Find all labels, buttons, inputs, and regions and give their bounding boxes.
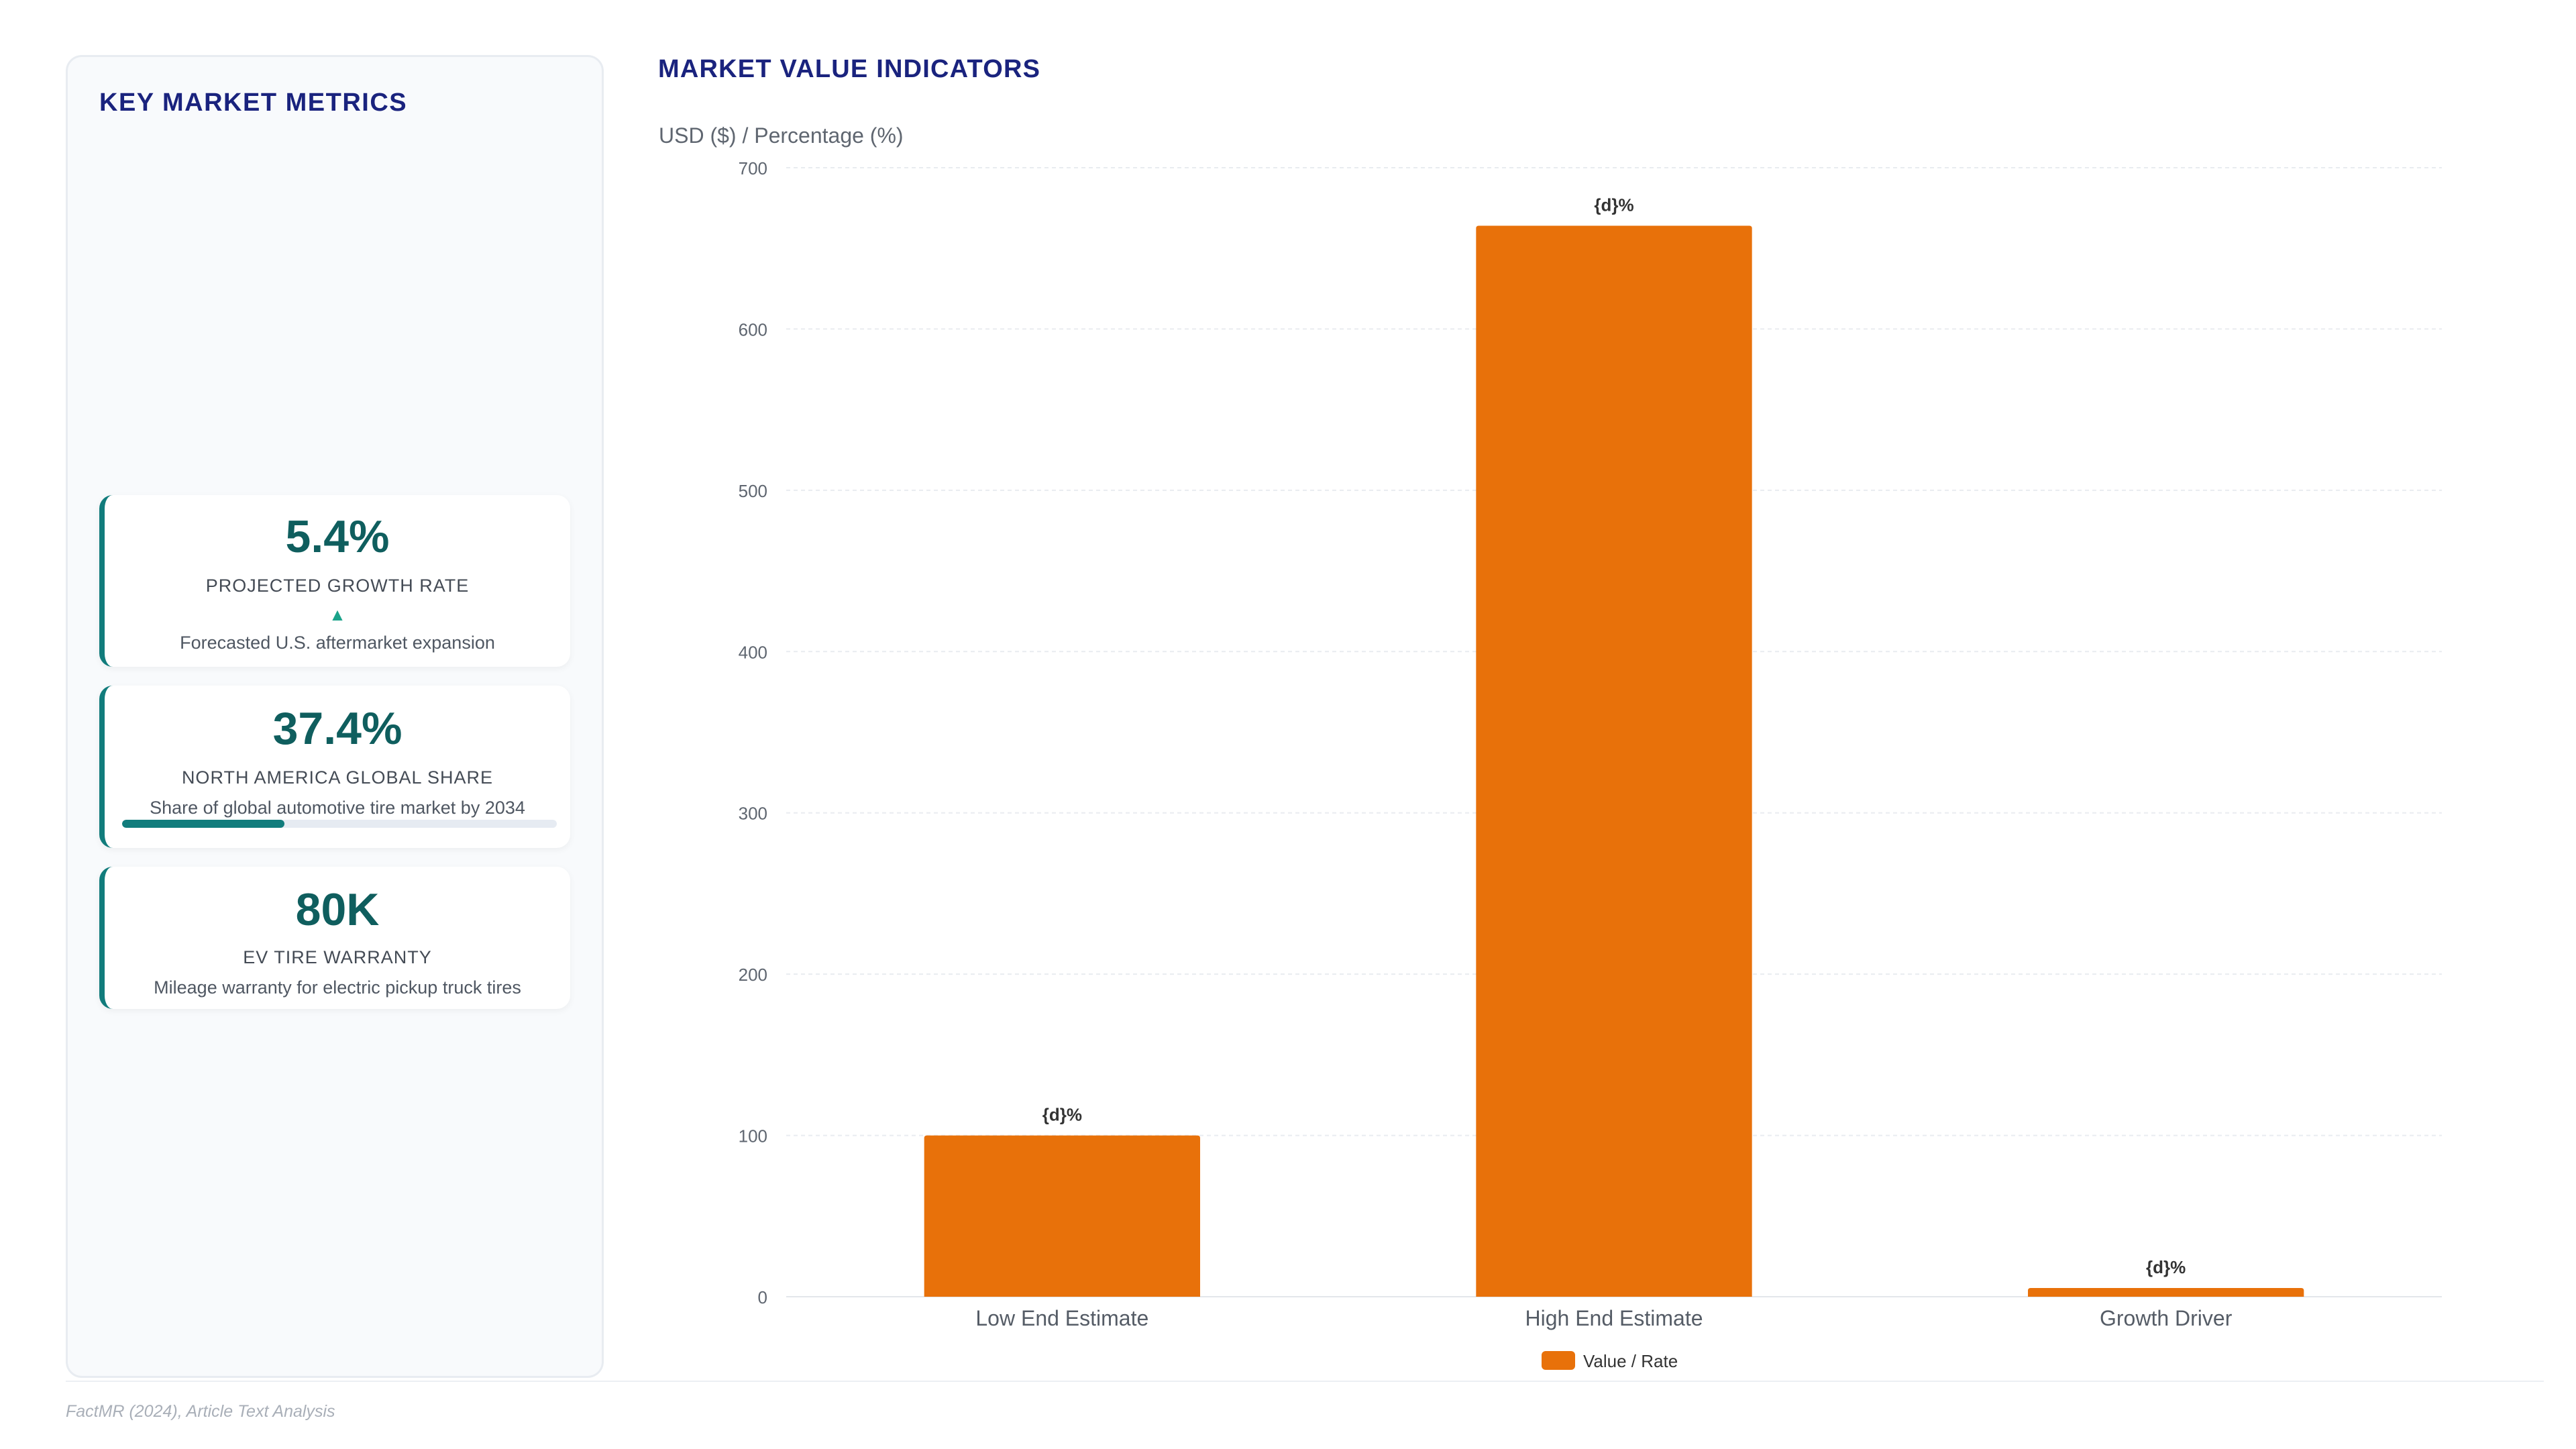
y-axis-title: USD ($) / Percentage (%) [659,123,904,148]
y-tick-label: 700 [739,158,767,178]
metric-label: EV TIRE WARRANTY [243,947,432,967]
x-tick-label: Growth Driver [2100,1306,2233,1330]
y-tick-label: 100 [739,1126,767,1146]
share-progress-fill [122,820,285,828]
metric-value: 5.4% [285,511,390,562]
metric-value: 37.4% [272,703,402,754]
y-tick-label: 400 [739,642,767,662]
y-tick-label: 300 [739,804,767,824]
y-tick-label: 200 [739,965,767,985]
legend-swatch [1542,1351,1575,1370]
metric-label: NORTH AMERICA GLOBAL SHARE [181,767,494,788]
metric-description: Mileage warranty for electric pickup tru… [154,977,521,998]
legend-label: Value / Rate [1583,1351,1678,1371]
footer-divider [66,1381,2544,1382]
share-progress-bar [122,820,557,828]
bar-data-label: {d}% [1594,195,1633,215]
bar-data-label: {d}% [1042,1105,1082,1125]
source-note: FactMR (2024), Article Text Analysis [66,1402,335,1421]
x-tick-label: High End Estimate [1525,1306,1703,1330]
bar [924,1135,1200,1297]
metric-description: Share of global automotive tire market b… [150,798,525,818]
x-tick-label: Low End Estimate [975,1306,1148,1330]
chart-title: MARKET VALUE INDICATORS [658,55,1041,83]
panel-title: KEY MARKET METRICS [99,89,408,117]
bar [2028,1288,2304,1297]
triangle-up-icon: ▲ [329,604,346,625]
y-tick-label: 600 [739,319,767,339]
metric-card-north-america-share: 37.4% NORTH AMERICA GLOBAL SHARE Share o… [99,686,570,848]
y-tick-label: 0 [758,1287,767,1307]
metric-label: PROJECTED GROWTH RATE [205,576,470,596]
bar [1476,225,1752,1297]
metric-card-ev-warranty: 80K EV TIRE WARRANTY Mileage warranty fo… [99,867,570,1009]
bar-data-label: {d}% [2146,1257,2186,1277]
metric-card-growth-rate: 5.4% PROJECTED GROWTH RATE ▲ Forecasted … [99,495,570,667]
metric-description: Forecasted U.S. aftermarket expansion [180,633,495,653]
metric-value: 80K [295,884,380,935]
y-tick-label: 500 [739,481,767,501]
